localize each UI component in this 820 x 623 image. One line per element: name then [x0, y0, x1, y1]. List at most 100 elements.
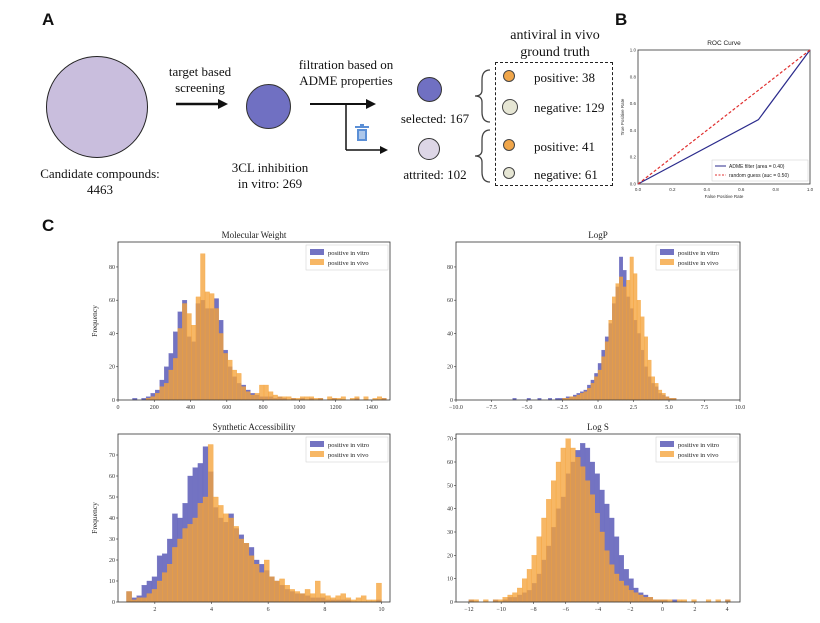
- bar-in-vivo: [569, 396, 574, 401]
- logp-histogram: LogP −10.0 −7.5 −5.0 −2.5 0.0 2.5 5.0 7.5 10.0 0 20…: [447, 230, 745, 411]
- x-tick-label: −8: [530, 607, 536, 613]
- bar-in-vivo: [187, 524, 193, 603]
- bar-in-vivo: [583, 391, 588, 401]
- bar-in-vivo: [363, 396, 369, 401]
- bar-in-vivo: [195, 296, 201, 401]
- roc-random-line: [637, 49, 811, 185]
- x-tick-label: 8: [323, 607, 326, 613]
- bar-in-vivo: [355, 597, 362, 603]
- bar-in-vivo: [597, 369, 602, 401]
- bar-in-vivo: [335, 595, 341, 603]
- bar-in-vivo: [584, 480, 591, 603]
- y-tick-label: 20: [447, 553, 453, 559]
- bar-in-vivo: [633, 273, 638, 401]
- y-tick-label: 20: [109, 365, 115, 371]
- roc-y-label: True Positive Rate: [620, 98, 625, 135]
- bar-in-vivo: [647, 597, 654, 603]
- roc-y-tick-label: 0.8: [630, 74, 637, 79]
- bar-in-vivo: [223, 513, 229, 603]
- bar-in-vivo: [640, 316, 645, 401]
- x-tick-label: 4: [726, 607, 729, 613]
- bar-in-vivo: [233, 526, 239, 603]
- x-tick-label: 4: [210, 607, 213, 613]
- attrited-negative-label: negative: 61: [534, 167, 598, 182]
- y-tick-label: 40: [109, 516, 115, 522]
- x-tick-label: 1400: [366, 405, 378, 411]
- bar-in-vivo: [633, 592, 639, 603]
- histogram-title: LogP: [588, 230, 608, 240]
- x-tick-label: 0.0: [594, 405, 602, 411]
- bar-in-vivo: [259, 384, 265, 401]
- legend-swatch: [310, 441, 324, 447]
- bar-in-vivo: [623, 585, 629, 603]
- bar-in-vivo: [304, 396, 310, 401]
- bar-in-vivo: [315, 580, 321, 603]
- bar-in-vivo: [213, 496, 219, 603]
- bar-in-vivo: [376, 582, 382, 603]
- x-tick-label: −2.5: [557, 405, 568, 411]
- attrited-positive-dot: [503, 139, 515, 151]
- legend-label: positive in vivo: [328, 260, 368, 267]
- bar-in-vivo: [622, 286, 627, 401]
- y-tick-label: 60: [447, 298, 453, 304]
- roc-chart: ROC Curve 0.0 0.2 0.4 0.6 0.8 1.0 0.0 0.2 0.4 0.6 0…: [620, 40, 814, 199]
- roc-legend-box: [711, 159, 809, 182]
- roc-y-tick-label: 1.0: [630, 48, 637, 53]
- selected-negative-label: negative: 129: [534, 100, 605, 115]
- bar-in-vivo: [608, 320, 613, 401]
- bar-in-vivo: [126, 591, 132, 603]
- x-tick-label: −5.0: [522, 405, 533, 411]
- bar-in-vivo: [218, 333, 224, 401]
- roc-y-tick-label: 0.0: [630, 182, 637, 187]
- roc-x-tick-label: 0.8: [772, 187, 779, 192]
- bar-in-vivo: [202, 496, 209, 603]
- legend-swatch: [660, 451, 674, 457]
- bar-in-vivo: [269, 576, 275, 603]
- bar-in-vivo: [236, 373, 242, 401]
- x-tick-label: 0: [117, 405, 120, 411]
- bar-in-vivo: [572, 396, 577, 401]
- roc-x-tick-label: 0.4: [704, 187, 711, 192]
- bar-in-vivo: [279, 578, 285, 603]
- bar-in-vivo: [168, 369, 174, 401]
- y-tick-label: 60: [447, 460, 453, 466]
- bar-in-vivo: [580, 393, 584, 401]
- bar-in-vivo: [156, 580, 163, 603]
- bar-in-vivo: [325, 595, 331, 603]
- bar-in-vivo: [643, 597, 649, 603]
- x-tick-label: −6: [563, 607, 569, 613]
- bar-in-vivo: [565, 438, 571, 603]
- trash-icon: [355, 124, 369, 141]
- bar-in-vivo: [151, 589, 158, 603]
- bar-in-vivo: [615, 283, 620, 401]
- x-tick-label: 2: [153, 607, 156, 613]
- bar-in-vivo: [609, 564, 615, 603]
- bar-in-vivo: [299, 593, 306, 603]
- bar-in-vivo: [191, 325, 197, 401]
- bar-in-vivo: [531, 555, 537, 603]
- x-tick-label: 800: [259, 405, 268, 411]
- bar-in-vivo: [507, 594, 513, 603]
- bar-in-vivo: [340, 396, 346, 401]
- bar-in-vivo: [636, 300, 641, 401]
- bar-in-vivo: [167, 564, 173, 603]
- bar-in-vivo: [643, 336, 648, 401]
- inhibition-label: 3CL inhibition in vitro: 269: [231, 160, 309, 191]
- selected-circle: [417, 77, 442, 102]
- selected-label: selected: 167: [400, 111, 470, 126]
- bar-in-vivo: [294, 591, 301, 603]
- bar-in-vivo: [502, 597, 508, 603]
- y-tick-label: 40: [447, 331, 453, 337]
- bar-in-vivo: [601, 356, 606, 401]
- bar-in-vivo: [327, 396, 333, 401]
- bar-in-vivo: [197, 503, 204, 603]
- bar-in-vivo: [512, 592, 518, 603]
- bar-in-vivo: [575, 457, 581, 603]
- bar-in-vivo: [146, 593, 153, 603]
- bar-in-vivo: [277, 396, 283, 401]
- roc-y-tick-label: 0.6: [630, 101, 637, 106]
- bar-in-vivo: [638, 594, 644, 603]
- bar-in-vivo: [284, 585, 290, 603]
- bar-in-vivo: [223, 353, 228, 401]
- bar-in-vivo: [254, 393, 260, 401]
